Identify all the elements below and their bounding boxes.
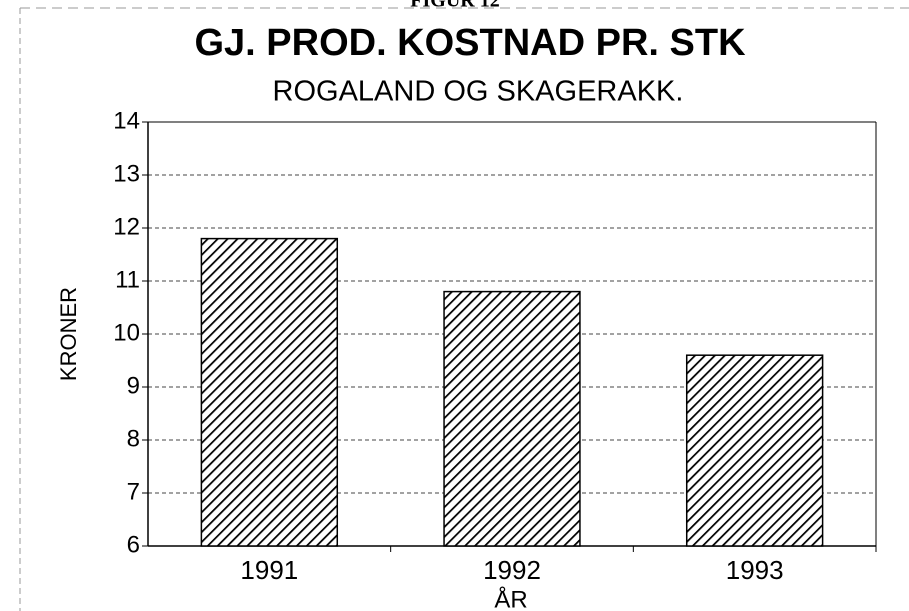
bar	[443, 290, 581, 547]
x-tick-label: 1991	[240, 555, 298, 585]
x-axis-label: ÅR	[494, 585, 527, 611]
figure-label: FIGUR 12	[410, 0, 499, 12]
y-tick-label: 13	[113, 160, 140, 187]
x-tick-label: 1992	[483, 555, 541, 585]
y-tick-label: 12	[113, 213, 140, 240]
chart-title: GJ. PROD. KOSTNAD PR. STK	[194, 22, 746, 64]
y-tick-label: 10	[113, 319, 140, 346]
bar	[200, 237, 339, 547]
y-axis-label: KRONER	[56, 287, 81, 381]
y-tick-label: 9	[127, 372, 140, 399]
bar	[685, 354, 824, 547]
y-tick-label: 14	[113, 107, 140, 134]
y-tick-label: 8	[127, 425, 140, 452]
y-tick-label: 6	[127, 531, 140, 558]
y-tick-label: 11	[115, 266, 140, 293]
y-tick-label: 7	[127, 478, 140, 505]
x-tick-label: 1993	[726, 555, 784, 585]
chart-subtitle: ROGALAND OG SKAGERAKK.	[273, 76, 684, 108]
